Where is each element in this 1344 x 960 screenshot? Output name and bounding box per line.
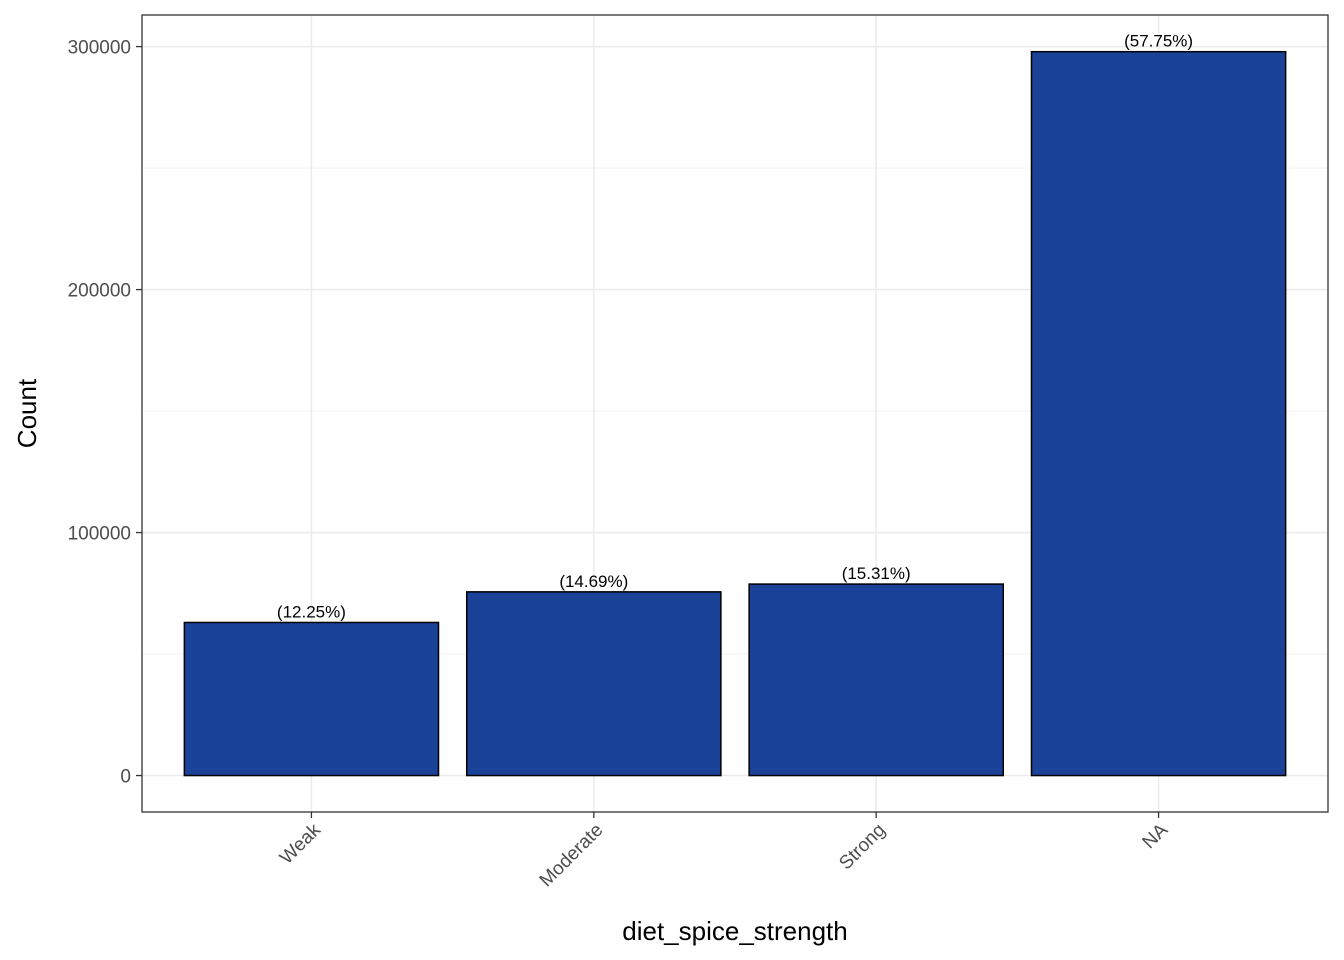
bars xyxy=(183,50,1287,777)
panel-border xyxy=(141,14,1329,813)
bar-strong xyxy=(748,583,1005,777)
x-tick-label: NA xyxy=(1139,819,1173,853)
x-axis: Weak Moderate Strong NA xyxy=(276,812,1172,891)
y-tick-label: 300000 xyxy=(68,38,131,59)
y-tick-label: 200000 xyxy=(68,281,131,302)
y-axis: 0 100000 200000 300000 xyxy=(68,38,142,788)
data-labels: (12.25%) (14.69%) (15.31%) (57.75%) xyxy=(277,32,1193,622)
data-label: (15.31%) xyxy=(842,564,911,583)
bar-na xyxy=(1030,50,1287,777)
data-label: (57.75%) xyxy=(1124,32,1193,51)
x-tick-label: Weak xyxy=(276,819,325,868)
y-tick-label: 100000 xyxy=(68,524,131,545)
x-tick-label: Strong xyxy=(835,820,889,874)
bar-moderate xyxy=(465,591,722,777)
data-label: (12.25%) xyxy=(277,602,346,621)
x-tick-label: Moderate xyxy=(536,820,608,892)
y-tick-label: 0 xyxy=(120,767,131,788)
bar-weak xyxy=(183,621,440,777)
y-axis-title: Count xyxy=(12,378,42,448)
x-axis-title: diet_spice_strength xyxy=(622,916,847,946)
data-label: (14.69%) xyxy=(559,572,628,591)
